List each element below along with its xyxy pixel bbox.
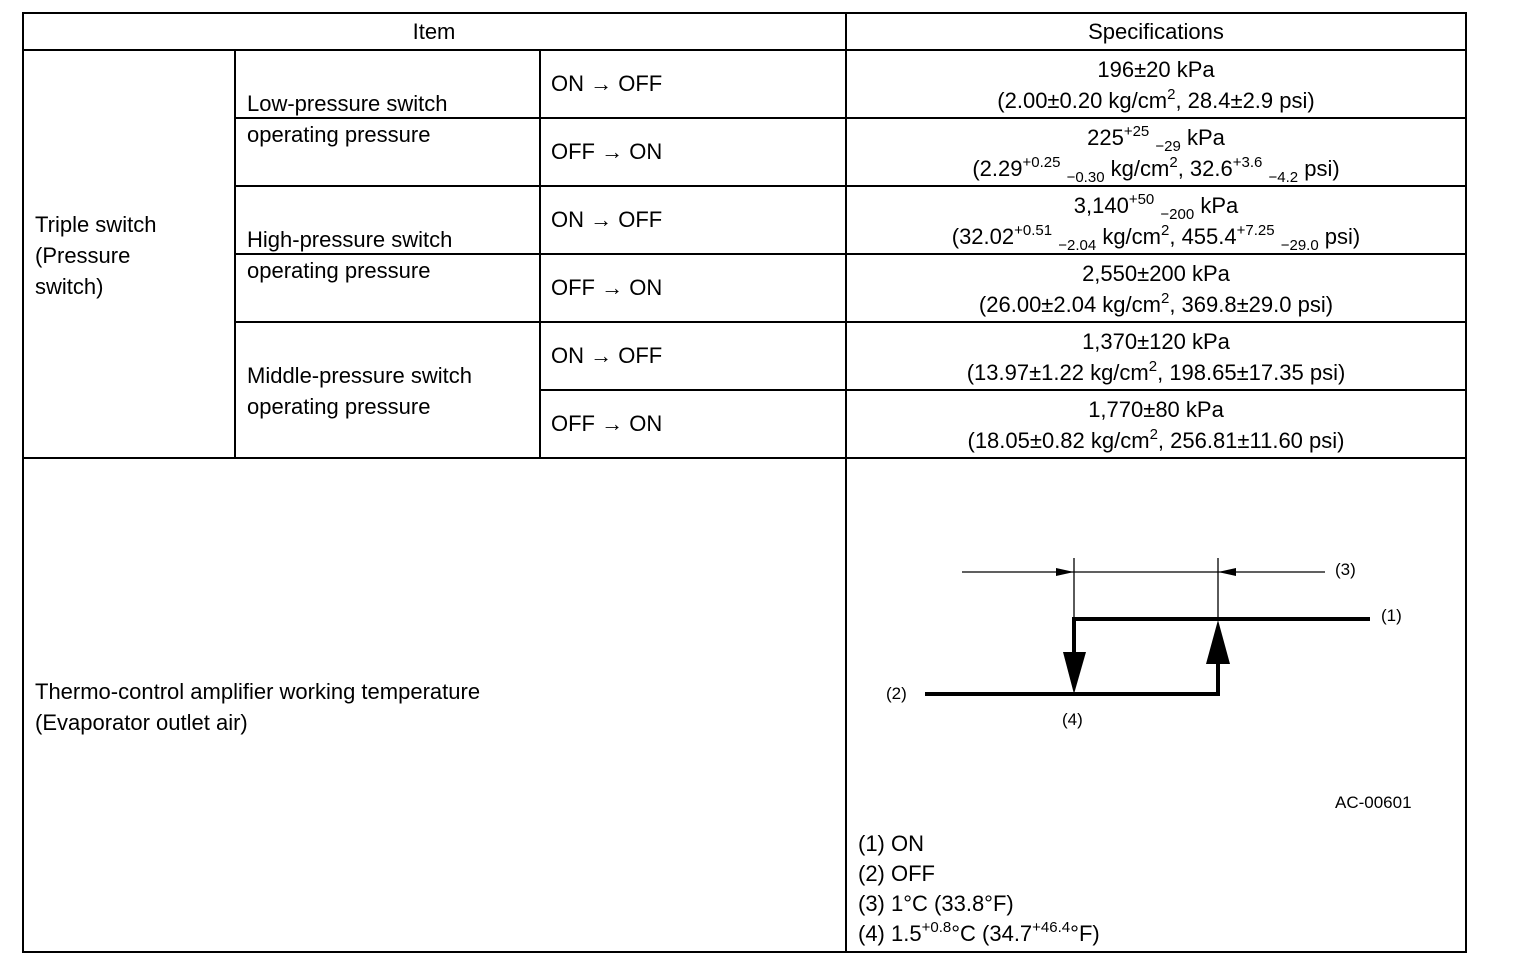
text-segment: °C (34.7 — [951, 921, 1033, 946]
tolerance-minus: −2.04 — [1058, 237, 1097, 254]
legend-item: (2) OFF — [858, 859, 1100, 889]
spec-line: 1,370±120 kPa — [846, 326, 1466, 357]
switch-state: OFF → ON — [551, 139, 663, 164]
tolerance-plus: +3.6 — [1232, 154, 1263, 171]
spec-line: (2.29+0.25 −0.30 kg/cm2, 32.6+3.6 −4.2 p… — [846, 153, 1466, 186]
switch-state: OFF → ON — [551, 275, 663, 300]
text-segment: (1) ON — [858, 831, 924, 856]
text-segment: 225 — [1087, 125, 1124, 150]
tolerance-minus: −0.30 — [1066, 169, 1105, 186]
tolerance-minus: −29.0 — [1280, 237, 1319, 254]
tolerance-plus: +0.51 — [1014, 222, 1053, 239]
spec-line: 3,140+50 −200 kPa — [846, 190, 1466, 223]
spec-line: (2.00±0.20 kg/cm2, 28.4±2.9 psi) — [846, 85, 1466, 116]
text-segment: (3) 1°C (33.8°F) — [858, 891, 1014, 916]
switch-state: ON → OFF — [551, 71, 663, 96]
text-segment: , 369.8±29.0 psi) — [1169, 292, 1334, 317]
spec-line: (26.00±2.04 kg/cm2, 369.8±29.0 psi) — [846, 289, 1466, 320]
text-segment: 1,370±120 kPa — [1082, 329, 1230, 354]
text-segment: psi) — [1318, 224, 1361, 249]
header-specifications: Specifications — [1088, 19, 1224, 44]
spec-value: 3,140+50 −200 kPa (32.02+0.51 −2.04 kg/cm… — [846, 190, 1466, 254]
switch-state: ON → OFF — [551, 207, 663, 232]
text-segment: kPa — [1194, 193, 1239, 218]
thermo-label: Thermo-control amplifier working tempera… — [35, 679, 481, 735]
text-segment: °F) — [1070, 921, 1100, 946]
text-segment: 196±20 kPa — [1097, 57, 1215, 82]
text-segment: , 32.6 — [1177, 156, 1233, 181]
spec-line: (13.97±1.22 kg/cm2, 198.65±17.35 psi) — [846, 357, 1466, 388]
diagram-label-3: (3) — [1335, 560, 1356, 579]
tolerance-minus: −200 — [1160, 206, 1195, 223]
text-segment: (32.02 — [951, 224, 1015, 249]
tolerance-plus: 2 — [1148, 358, 1158, 375]
diagram-label-1: (1) — [1381, 606, 1402, 625]
tolerance-plus: +0.25 — [1022, 154, 1061, 171]
header-item: Item — [412, 19, 456, 44]
text-segment: kg/cm — [1096, 224, 1161, 249]
tolerance-plus: +0.8 — [921, 919, 952, 936]
text-segment: psi) — [1298, 156, 1340, 181]
spec-line: 1,770±80 kPa — [846, 394, 1466, 425]
spec-value: 2,550±200 kPa (26.00±2.04 kg/cm2, 369.8±2… — [846, 258, 1466, 320]
tolerance-plus: +50 — [1128, 191, 1155, 208]
text-segment: kPa — [1180, 125, 1225, 150]
spec-line: (32.02+0.51 −2.04 kg/cm2, 455.4+7.25 −29… — [846, 221, 1466, 254]
text-segment: (2) OFF — [858, 861, 935, 886]
diagram-label-2: (2) — [886, 684, 907, 703]
switch-name: Low-pressure switch operating pressure — [247, 91, 448, 147]
legend-item: (4) 1.5+0.8°C (34.7+46.4°F) — [858, 919, 1100, 949]
spec-line: (18.05±0.82 kg/cm2, 256.81±11.60 psi) — [846, 425, 1466, 456]
spec-value: 1,770±80 kPa (18.05±0.82 kg/cm2, 256.81±1… — [846, 394, 1466, 456]
legend-item: (1) ON — [858, 829, 1100, 859]
spec-value: 196±20 kPa (2.00±0.20 kg/cm2, 28.4±2.9 ps… — [846, 54, 1466, 116]
tolerance-plus: +7.25 — [1236, 222, 1275, 239]
text-segment: (26.00±2.04 kg/cm — [978, 292, 1161, 317]
diagram-label-4: (4) — [1062, 710, 1083, 729]
text-segment: , 198.65±17.35 psi) — [1157, 360, 1346, 385]
text-segment: , 28.4±2.9 psi) — [1175, 88, 1315, 113]
text-segment: , 455.4 — [1169, 224, 1237, 249]
tolerance-plus: +25 — [1123, 123, 1150, 140]
text-segment: (18.05±0.82 kg/cm — [967, 428, 1150, 453]
arrow-down-icon — [1063, 652, 1086, 694]
tolerance-plus: 2 — [1161, 222, 1170, 239]
arrow-up-icon — [1206, 620, 1230, 664]
tolerance-minus: −4.2 — [1268, 169, 1299, 186]
diagram-legend: (1) ON (2) OFF (3) 1°C (33.8°F) (4) 1.5+0.8… — [858, 829, 1100, 949]
text-segment: 3,140 — [1073, 193, 1129, 218]
spec-value: 225+25 −29 kPa (2.29+0.25 −0.30 kg/cm2, 3… — [846, 122, 1466, 186]
tolerance-plus: 2 — [1169, 154, 1178, 171]
switch-name: Middle-pressure switch operating pressur… — [247, 363, 472, 419]
switch-state: OFF → ON — [551, 411, 663, 436]
text-segment: (13.97±1.22 kg/cm — [966, 360, 1149, 385]
tolerance-plus: 2 — [1149, 426, 1158, 443]
group-label: Triple switch (Pressure switch) — [35, 212, 157, 299]
diagram-code: AC-00601 — [1335, 793, 1412, 812]
switch-name: High-pressure switch operating pressure — [247, 227, 453, 283]
tolerance-plus: 2 — [1167, 86, 1176, 103]
tolerance-plus: 2 — [1160, 290, 1170, 307]
hysteresis-curve — [925, 617, 1370, 696]
switch-state: ON → OFF — [551, 343, 663, 368]
spec-line: 196±20 kPa — [846, 54, 1466, 85]
text-segment: (4) 1.5 — [858, 921, 922, 946]
spec-line: 225+25 −29 kPa — [846, 122, 1466, 155]
legend-item: (3) 1°C (33.8°F) — [858, 889, 1100, 919]
text-segment: kg/cm — [1104, 156, 1170, 181]
text-segment: (2.29 — [972, 156, 1023, 181]
tolerance-minus: −29 — [1155, 138, 1181, 155]
tolerance-plus: +46.4 — [1032, 919, 1071, 936]
dimension-3 — [962, 558, 1325, 618]
text-segment: 2,550±200 kPa — [1082, 261, 1230, 286]
text-segment: , 256.81±11.60 psi) — [1157, 428, 1345, 453]
spec-line: 2,550±200 kPa — [846, 258, 1466, 289]
text-segment: (2.00±0.20 kg/cm — [997, 88, 1168, 113]
spec-value: 1,370±120 kPa (13.97±1.22 kg/cm2, 198.65±… — [846, 326, 1466, 388]
text-segment: 1,770±80 kPa — [1088, 397, 1224, 422]
